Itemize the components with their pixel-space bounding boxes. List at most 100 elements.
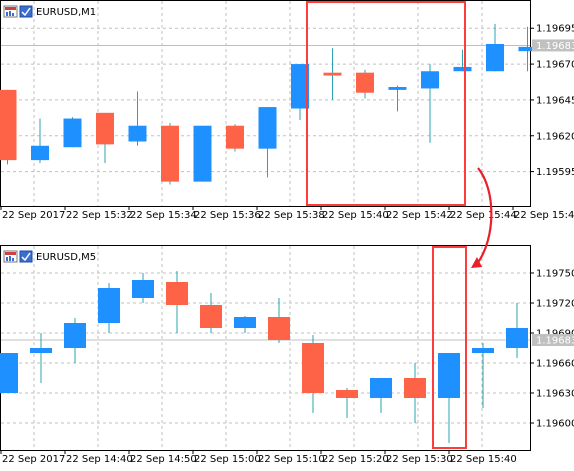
candle	[64, 318, 86, 363]
candle	[356, 69, 374, 99]
candle	[438, 353, 460, 443]
candle-body	[336, 390, 358, 398]
candle-body	[0, 89, 17, 161]
candle	[323, 48, 342, 100]
chart-header: EURUSD,M5	[3, 250, 96, 263]
candle	[98, 283, 120, 333]
candle-body	[166, 282, 188, 305]
candle-body	[302, 343, 324, 393]
candle	[258, 107, 277, 178]
candle-body	[31, 145, 49, 161]
candle-body	[506, 328, 528, 348]
candle-body	[161, 125, 179, 182]
candle	[30, 333, 52, 383]
candle	[193, 125, 212, 182]
time-tick-label: 22 Sep 15:32	[66, 210, 133, 221]
price-tick-label: 1.19660	[536, 359, 574, 370]
candle	[226, 124, 244, 152]
plot-frame	[0, 245, 531, 451]
candle-body	[370, 378, 392, 398]
price-tick-label: 1.19750	[536, 269, 574, 280]
candle-body	[128, 125, 147, 142]
candle	[166, 271, 188, 333]
highlight-box-m1	[306, 1, 466, 206]
time-tick-label: 22 Sep 14:50	[130, 454, 197, 465]
candle-body	[268, 317, 290, 340]
time-tick-label: 22 Sep 15:40	[450, 454, 517, 465]
candles	[0, 271, 528, 443]
connector-arrow	[471, 167, 493, 268]
chart-title: EURUSD,M1	[36, 7, 96, 18]
candle	[453, 49, 472, 72]
candle	[421, 64, 439, 143]
time-tick-label: 22 Sep 2017	[2, 210, 65, 221]
price-tick-label: 1.19620	[536, 131, 574, 142]
current-price-label: 1.19683	[536, 41, 574, 52]
candle-body	[388, 87, 407, 90]
time-tick-label: 22 Sep 15:34	[130, 210, 197, 221]
candle-body	[472, 348, 494, 353]
price-tick-label: 1.19645	[536, 95, 574, 106]
candle-body	[404, 378, 426, 398]
candle-body	[96, 112, 114, 145]
candle	[388, 85, 407, 112]
time-tick-label: 22 Sep 15:40	[322, 210, 389, 221]
chart-header: EURUSD,M1	[3, 5, 96, 18]
candle	[161, 122, 179, 185]
candle-body	[193, 125, 212, 182]
price-tick-label: 1.19720	[536, 299, 574, 310]
candle-body	[291, 64, 309, 109]
candle-body	[0, 353, 18, 393]
time-tick-label: 22 Sep 15:20	[322, 454, 389, 465]
time-tick-label: 22 Sep 15:10	[258, 454, 325, 465]
price-tick-label: 1.19670	[536, 60, 574, 71]
symbol-properties-icon[interactable]	[19, 5, 33, 18]
grid	[1, 1, 530, 206]
candle	[404, 363, 426, 423]
candle	[96, 112, 114, 163]
chart-eurusd-m1[interactable]: 1.19695 1.19670 1.19645 1.19620 1.19595 1.196…	[0, 0, 574, 222]
candle	[291, 64, 309, 120]
candle	[472, 343, 494, 408]
time-tick-label: 22 Sep 2017	[2, 454, 65, 465]
symbol-properties-icon[interactable]	[19, 250, 33, 263]
price-axis: 1.197501.197201.196901.196601.196301.196…	[530, 269, 574, 430]
price-tick-label: 1.19695	[536, 24, 574, 35]
candle-body	[438, 353, 460, 398]
candle	[370, 378, 392, 413]
candle-body	[421, 71, 439, 89]
candle-body	[453, 66, 472, 72]
candle	[0, 353, 18, 393]
current-price-tag	[532, 334, 574, 346]
chart-title: EURUSD,M5	[36, 252, 96, 263]
candle	[302, 335, 324, 413]
candle-body	[63, 118, 82, 148]
chart-eurusd-m5[interactable]: 1.197501.197201.196901.196601.196301.196…	[0, 245, 574, 466]
candle-body	[98, 288, 120, 323]
price-tick-label: 1.19595	[536, 167, 574, 178]
time-tick-label: 22 Sep 15:46	[514, 210, 574, 221]
time-tick-label: 22 Sep 15:44	[450, 210, 517, 221]
candles	[0, 23, 537, 185]
candle-body	[234, 317, 256, 328]
candle-body	[486, 44, 504, 72]
candle-body	[226, 125, 244, 149]
candle-body	[132, 280, 154, 298]
candle	[0, 89, 17, 165]
chart-window-icon	[3, 250, 18, 263]
candle	[31, 118, 49, 163]
candle	[200, 293, 222, 333]
candle	[234, 316, 256, 333]
candle-body	[200, 305, 222, 328]
candle	[336, 388, 358, 418]
current-price-tag	[532, 39, 574, 52]
candle	[128, 91, 147, 146]
price-tick-label: 1.19600	[536, 419, 574, 430]
candle-body	[30, 348, 52, 353]
candle	[268, 298, 290, 343]
candle-body	[258, 107, 277, 149]
price-axis: 1.19695 1.19670 1.19645 1.19620 1.19595 1.196…	[530, 24, 574, 178]
time-tick-label: 22 Sep 15:30	[386, 454, 453, 465]
